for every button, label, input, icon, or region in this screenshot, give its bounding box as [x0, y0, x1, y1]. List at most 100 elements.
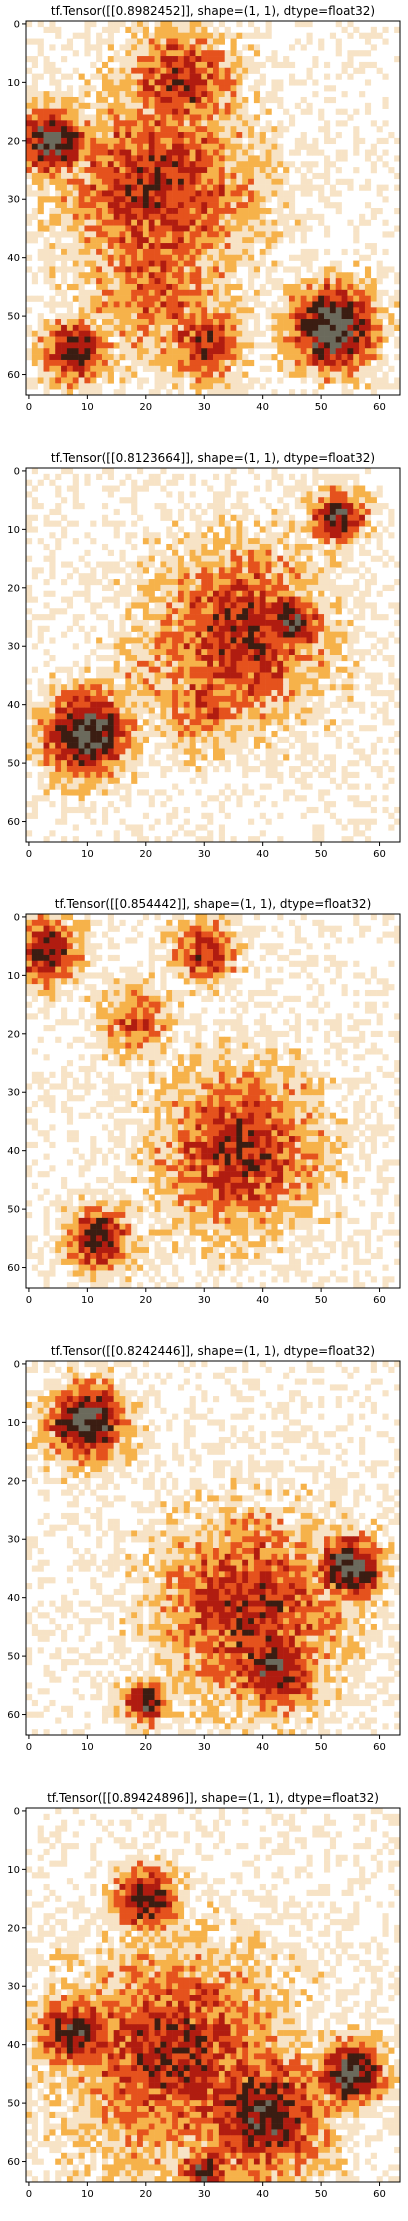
heatmap-cell	[84, 377, 91, 384]
heatmap-cell	[84, 383, 91, 390]
heatmap-cell	[265, 655, 272, 662]
heatmap-cell	[253, 707, 261, 714]
heatmap-cell	[306, 225, 313, 232]
heatmap-cell	[61, 695, 68, 703]
heatmap-cell	[154, 324, 161, 332]
heatmap-cell	[148, 213, 155, 220]
heatmap-cell	[125, 342, 132, 349]
heatmap-cell	[177, 342, 185, 349]
heatmap-cell	[253, 114, 261, 121]
heatmap-cell	[125, 497, 132, 504]
heatmap-cell	[242, 231, 249, 238]
heatmap-cell	[55, 684, 62, 691]
heatmap-cell	[359, 520, 366, 527]
heatmap-cell	[189, 137, 196, 145]
heatmap-cell	[394, 336, 401, 343]
heatmap-cell	[131, 137, 138, 145]
heatmap-cell	[359, 707, 366, 714]
heatmap-cell	[154, 330, 161, 337]
heatmap-cell	[248, 377, 255, 384]
heatmap-cell	[154, 377, 161, 384]
heatmap-cell	[364, 514, 372, 521]
heatmap-cell	[242, 643, 249, 650]
heatmap-cell	[341, 383, 348, 390]
heatmap-cell	[364, 354, 372, 361]
heatmap-cell	[218, 272, 225, 279]
heatmap-cell	[277, 348, 284, 355]
heatmap-cell	[259, 695, 266, 703]
heatmap-cell	[213, 330, 220, 337]
heatmap-cell	[253, 120, 261, 127]
heatmap-cell	[370, 672, 377, 679]
heatmap-cell	[388, 324, 395, 332]
heatmap-cell	[101, 102, 109, 109]
heatmap-cell	[160, 584, 167, 592]
heatmap-cell	[271, 190, 278, 197]
heatmap-cell	[166, 243, 173, 250]
heatmap-cell	[207, 108, 214, 115]
heatmap-cell	[172, 172, 179, 180]
heatmap-cell	[49, 549, 56, 556]
heatmap-cell	[131, 596, 138, 603]
heatmap-cell	[364, 497, 372, 504]
heatmap-cell	[213, 213, 220, 220]
x-tick-label: 20	[139, 402, 152, 413]
heatmap-cell	[72, 377, 79, 384]
heatmap-cell	[101, 561, 109, 568]
heatmap-cell	[90, 278, 97, 285]
heatmap-cell	[283, 354, 290, 361]
heatmap-cell	[306, 655, 313, 662]
heatmap-cell	[142, 260, 150, 267]
heatmap-cell	[43, 56, 50, 63]
heatmap-cell	[72, 32, 79, 39]
heatmap-cell	[207, 184, 214, 191]
heatmap-cell	[312, 295, 319, 302]
heatmap-cell	[312, 596, 319, 603]
heatmap-cell	[230, 283, 237, 291]
heatmap-cell	[218, 555, 225, 562]
heatmap-cell	[189, 660, 196, 667]
heatmap-cell	[119, 371, 126, 378]
heatmap-cell	[195, 666, 202, 673]
heatmap-cell	[137, 96, 144, 104]
heatmap-cell	[43, 301, 50, 308]
heatmap-cell	[277, 96, 284, 104]
heatmap-cell	[90, 625, 97, 632]
heatmap-cell	[101, 342, 109, 349]
heatmap-cell	[294, 485, 301, 492]
heatmap-cell	[31, 503, 38, 510]
heatmap-cell	[359, 508, 366, 516]
heatmap-cell	[259, 543, 266, 551]
heatmap-cell	[207, 307, 214, 314]
heatmap-cell	[131, 672, 138, 679]
heatmap-cell	[148, 625, 155, 632]
heatmap-cell	[66, 248, 74, 256]
heatmap-cell	[37, 91, 44, 98]
heatmap-cell	[318, 473, 325, 480]
heatmap-cell	[125, 213, 132, 220]
heatmap-cell	[370, 608, 377, 615]
heatmap-cell	[101, 319, 109, 326]
heatmap-cell	[324, 342, 331, 349]
heatmap-cell	[66, 126, 74, 133]
heatmap-cell	[265, 631, 272, 638]
heatmap-cell	[324, 85, 331, 92]
heatmap-cell	[84, 190, 91, 197]
heatmap-cell	[347, 324, 354, 332]
heatmap-cell	[148, 178, 155, 185]
heatmap-cell	[242, 172, 249, 180]
heatmap-cell	[253, 289, 261, 296]
heatmap-cell	[201, 295, 208, 302]
heatmap-cell	[207, 67, 214, 74]
heatmap-cell	[218, 383, 225, 390]
heatmap-cell	[218, 91, 225, 98]
heatmap-cell	[230, 202, 237, 209]
heatmap-cell	[195, 348, 202, 355]
heatmap-cell	[224, 625, 231, 632]
heatmap-cell	[376, 354, 383, 361]
heatmap-cell	[236, 278, 243, 285]
heatmap-cell	[394, 278, 401, 285]
heatmap-cell	[283, 295, 290, 302]
heatmap-cell	[201, 555, 208, 562]
heatmap-cell	[183, 149, 190, 156]
